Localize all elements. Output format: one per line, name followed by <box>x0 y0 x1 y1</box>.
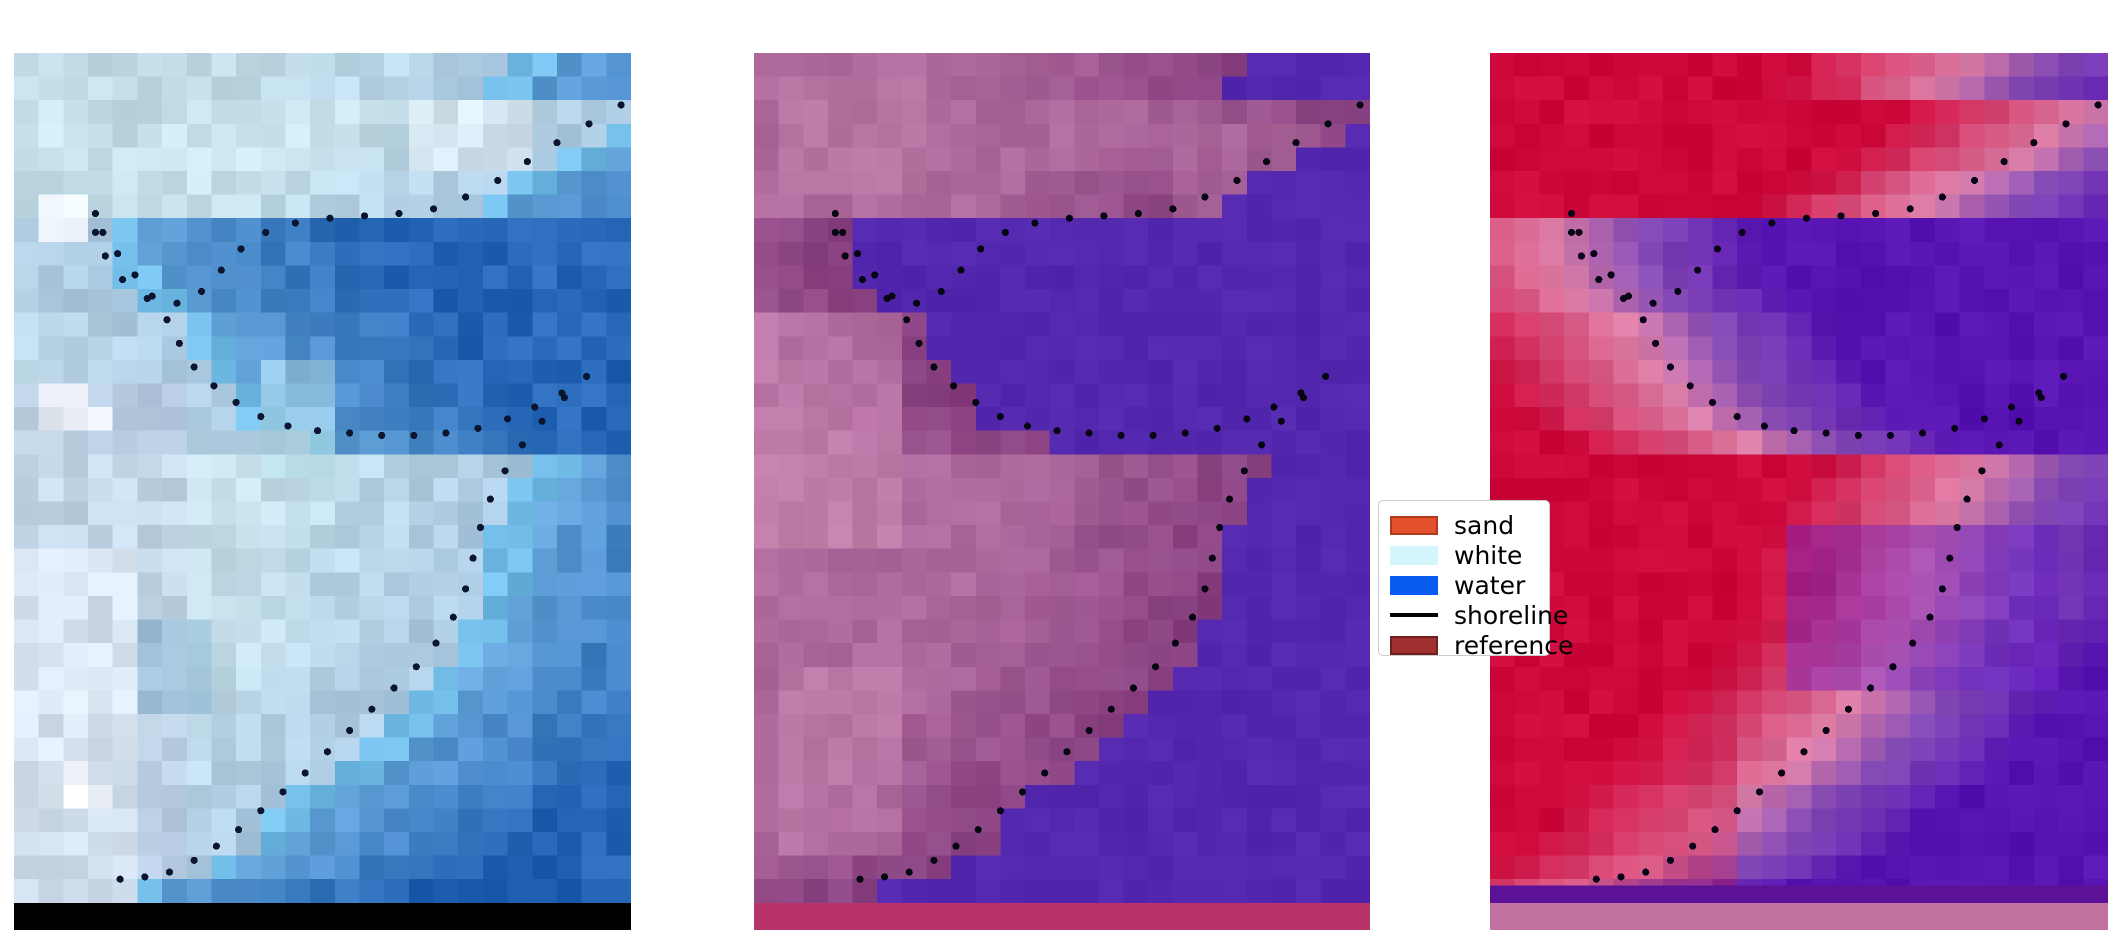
legend-row-white[interactable]: white <box>1390 540 1539 570</box>
optical-panel[interactable]: 2025-09-29-10-00-14 <box>754 53 1370 930</box>
optical-bottom-band <box>754 902 1370 930</box>
legend-label-reference: reference <box>1454 630 1574 660</box>
landsat-panel[interactable]: L9 <box>1490 53 2108 930</box>
sar-bottom-band <box>14 902 631 930</box>
shoreline-overlay <box>91 101 625 883</box>
legend-row-reference[interactable]: reference <box>1390 630 1573 660</box>
legend-swatch-white <box>1390 545 1438 565</box>
shoreline-line-glyph <box>1390 613 1438 617</box>
sar-raster-image <box>14 53 631 930</box>
legend-swatch-reference <box>1390 635 1438 655</box>
shoreline-overlay <box>1567 101 2102 883</box>
landsat-raster-image <box>1490 53 2108 930</box>
shoreline-overlay <box>831 101 1364 883</box>
sar-panel[interactable]: sar2363 <box>14 53 631 930</box>
legend-label-sand: sand <box>1454 510 1515 540</box>
legend-label-water: water <box>1454 570 1526 600</box>
legend-box[interactable]: sand white water shoreline reference <box>1378 500 1573 658</box>
legend-line-swatch-shoreline <box>1390 606 1438 625</box>
legend-row-water[interactable]: water <box>1390 570 1539 600</box>
landsat-purple-band <box>1490 885 2108 903</box>
legend-row-shoreline[interactable]: shoreline <box>1390 600 1568 630</box>
legend-swatch-sand <box>1390 515 1438 535</box>
legend-label-white: white <box>1454 540 1523 570</box>
legend-swatch-water <box>1390 575 1438 595</box>
landsat-bottom-band <box>1490 902 2108 930</box>
legend-label-shoreline: shoreline <box>1454 600 1569 630</box>
optical-raster-image <box>754 53 1370 930</box>
legend-row-sand[interactable]: sand <box>1390 510 1539 540</box>
